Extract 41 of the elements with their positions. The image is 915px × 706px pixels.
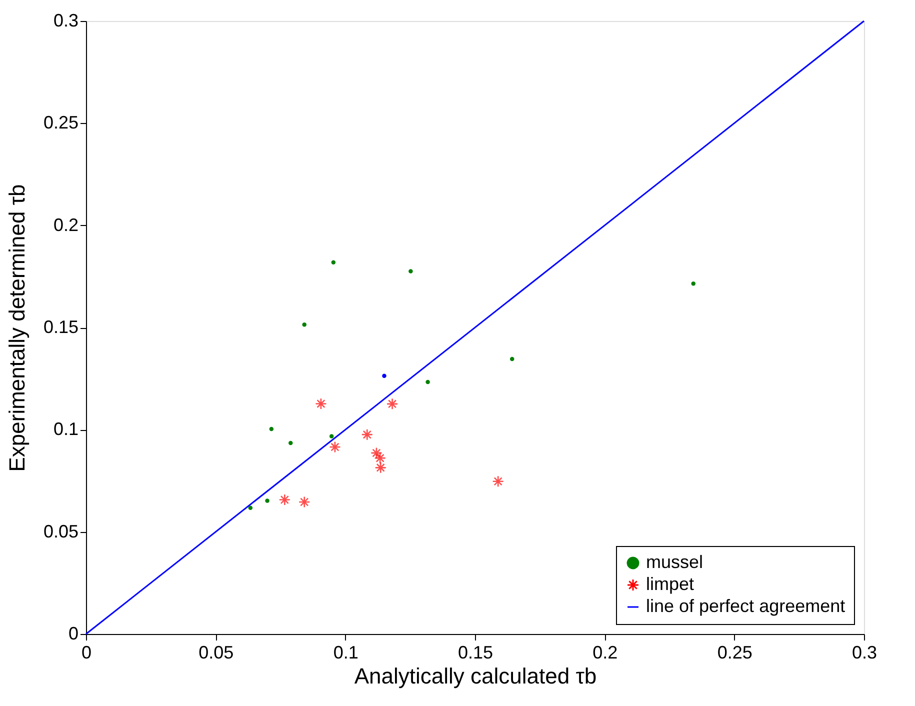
point [510,356,514,362]
x-tick-label: 0.25 [717,642,752,662]
x-axis-title: Analytically calculated τb [354,664,597,688]
point [331,260,336,264]
point [492,475,504,488]
point [370,447,382,459]
y-tick-label: 0.2 [53,214,78,235]
point [408,269,413,274]
point [269,426,274,432]
x-tick-label: 0.15 [458,642,494,662]
y-tick-label: 0.15 [43,317,78,337]
y-tick-label: 0.25 [43,112,78,133]
point [315,398,327,410]
y-tick-label: 0.3 [53,10,78,30]
y-tick-label: 0.1 [53,419,78,440]
x-tick-label: 0 [81,642,92,662]
legend-label: line of perfect agreement [646,596,846,616]
point [382,374,386,378]
legend-label: limpet [646,574,694,594]
y-tick-label: 0.05 [43,521,78,542]
y-tick-label: 0 [68,624,78,644]
point [386,398,398,410]
x-tick-label: 0.2 [592,642,618,662]
point [302,322,306,327]
point [298,496,310,508]
point [288,440,293,446]
point [426,380,430,384]
point [374,452,386,464]
point [278,494,291,506]
x-tick-label: 0.3 [852,642,878,662]
x-tick-label: 0.1 [333,642,358,662]
point [691,281,696,286]
point [265,498,270,503]
point [329,441,341,453]
point [361,428,374,440]
x-tick-label: 0.05 [198,642,234,662]
point [329,434,334,438]
point [248,506,253,510]
y-axis-title: Experimentally determined τb [4,184,30,472]
point [374,462,386,474]
legend-label: mussel [646,552,704,572]
